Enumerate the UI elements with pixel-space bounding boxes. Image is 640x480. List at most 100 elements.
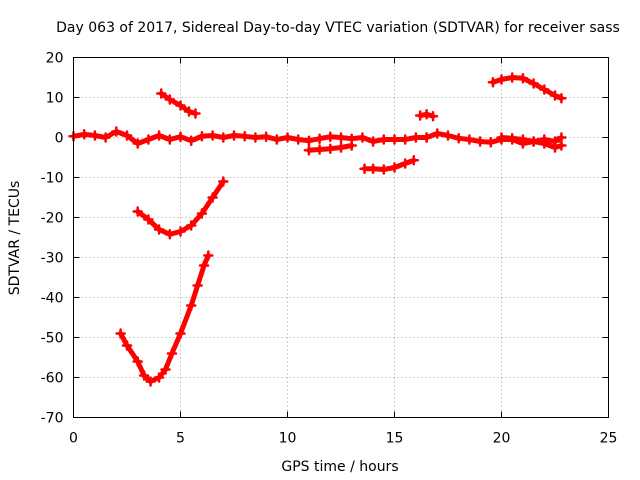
- data-point: [346, 140, 357, 151]
- data-point: [399, 134, 411, 145]
- data-point: [183, 106, 195, 117]
- data-point: [207, 130, 218, 141]
- data-point: [432, 128, 443, 139]
- grid-lines: [73, 57, 609, 418]
- y-tick-label: 0: [55, 131, 64, 147]
- data-point: [153, 372, 165, 383]
- data-point: [427, 111, 439, 122]
- series-branch-late: [496, 132, 567, 153]
- y-tick-label: 20: [46, 51, 64, 67]
- data-point: [153, 130, 165, 141]
- data-point: [121, 340, 133, 351]
- data-point: [303, 145, 315, 156]
- data-point: [474, 136, 486, 147]
- chart-title: Day 063 of 2017, Sidereal Day-to-day VTE…: [56, 20, 620, 36]
- data-point: [132, 138, 143, 149]
- data-point: [464, 134, 475, 145]
- x-tick-label: 10: [279, 431, 297, 447]
- y-tick-label: 10: [46, 91, 64, 107]
- y-axis-label: SDTVAR / TECUs: [7, 181, 23, 296]
- y-tick-label: -70: [41, 411, 64, 427]
- data-point: [325, 143, 336, 154]
- y-tick-label: -60: [41, 371, 64, 387]
- data-point: [190, 108, 201, 119]
- data-point: [453, 133, 464, 144]
- data-point: [399, 158, 411, 169]
- data-point: [487, 77, 499, 88]
- data-point: [153, 224, 165, 235]
- data-point: [389, 134, 400, 145]
- y-tick-label: -50: [41, 331, 64, 347]
- data-point: [410, 132, 422, 143]
- data-point: [325, 131, 336, 142]
- data-point: [207, 192, 218, 203]
- data-point: [78, 129, 90, 140]
- data-point: [164, 134, 176, 145]
- data-point: [314, 133, 325, 144]
- data-point: [314, 144, 325, 155]
- data-point: [89, 130, 101, 141]
- data-point: [185, 220, 197, 231]
- y-tick-label: -10: [41, 171, 64, 187]
- series-curve-60: [115, 250, 214, 387]
- series-curve-20: [132, 176, 229, 240]
- data-point: [539, 84, 550, 95]
- data-point: [166, 348, 178, 359]
- data-point: [292, 134, 304, 145]
- data-point: [378, 164, 390, 175]
- data-point: [378, 134, 390, 145]
- x-tick-labels: 0 5 10 15 20 25: [69, 431, 617, 447]
- data-point: [260, 131, 272, 142]
- x-tick-label: 0: [69, 431, 78, 447]
- data-point: [164, 229, 176, 240]
- data-point: [132, 356, 143, 367]
- plot-frame: [73, 57, 609, 418]
- data-point: [506, 72, 518, 83]
- y-tick-label: -30: [41, 251, 64, 267]
- data-point: [556, 93, 567, 104]
- y-tick-label: -40: [41, 291, 64, 307]
- data-point: [198, 260, 210, 271]
- data-point: [421, 109, 432, 120]
- data-point: [556, 132, 567, 143]
- data-point: [115, 328, 126, 339]
- data-point: [239, 131, 250, 142]
- data-point: [196, 131, 208, 142]
- data-point: [143, 134, 154, 145]
- data-point: [160, 364, 171, 375]
- series-arc-20: [487, 72, 567, 104]
- y-tick-label: -20: [41, 211, 64, 227]
- data-point: [442, 130, 454, 141]
- data-point: [549, 142, 561, 153]
- data-point: [111, 126, 122, 137]
- data-point: [218, 176, 229, 187]
- data-point: [175, 131, 186, 142]
- data-point: [506, 133, 518, 144]
- data-point: [282, 132, 293, 143]
- data-point: [143, 214, 154, 225]
- data-point: [335, 132, 347, 143]
- data-point: [145, 376, 156, 387]
- series-segment-4: [155, 88, 201, 119]
- data-point: [175, 328, 186, 339]
- data-point: [196, 208, 208, 219]
- data-point: [485, 137, 497, 148]
- series-dip-small-11: [303, 140, 357, 156]
- data-point: [271, 134, 283, 145]
- x-tick-label: 25: [600, 431, 618, 447]
- y-tick-labels: -70 -60 -50 -40 -30 -20 -10 0 10 20: [41, 51, 64, 427]
- data-point: [164, 94, 176, 105]
- data-point: [357, 132, 368, 143]
- data-point: [389, 162, 400, 173]
- data-point: [359, 163, 370, 174]
- data-point: [528, 78, 539, 89]
- data-point: [121, 130, 133, 141]
- data-point: [175, 226, 186, 237]
- data-point: [203, 250, 214, 261]
- data-point: [155, 88, 167, 99]
- data-point: [528, 136, 539, 147]
- x-tick-label: 5: [176, 431, 185, 447]
- series-blip-16: [414, 109, 439, 122]
